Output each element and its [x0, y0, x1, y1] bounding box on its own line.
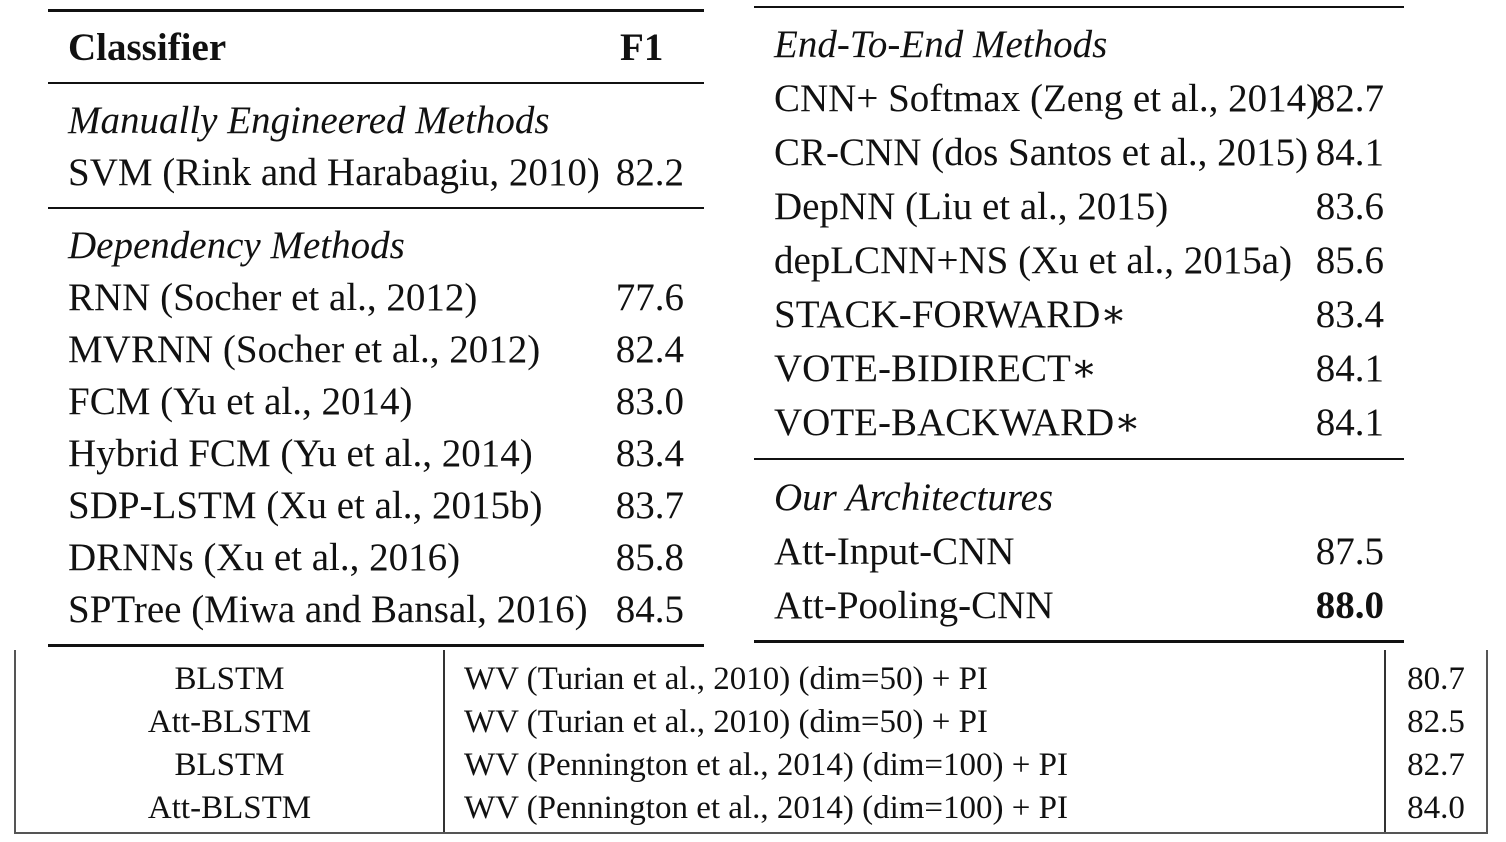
- table-row-features: WV (Pennington et al., 2014) (dim=100) +…: [464, 790, 1068, 826]
- table-row-features: WV (Turian et al., 2010) (dim=50) + PI: [464, 704, 988, 740]
- table-row-f1: 84.5: [615, 588, 684, 631]
- table-row-model: Att-BLSTM: [147, 790, 312, 826]
- table-row-f1: 83.6: [1315, 185, 1384, 228]
- section-title: Our Architectures: [774, 476, 1054, 519]
- classifier-header: Classifier: [68, 26, 227, 69]
- table-row-f1: 84.1: [1315, 401, 1384, 444]
- section-rule: [48, 207, 704, 209]
- table-row-f1: 80.7: [1407, 661, 1465, 697]
- table-row-features: WV (Pennington et al., 2014) (dim=100) +…: [464, 747, 1068, 783]
- section-title: Dependency Methods: [68, 224, 405, 267]
- table-row-name: depLCNN+NS (Xu et al., 2015a): [774, 239, 1293, 282]
- bottom-rule: [754, 640, 1404, 643]
- table-row-name: SDP-LSTM (Xu et al., 2015b): [68, 484, 543, 527]
- section-rule: [754, 458, 1404, 460]
- table-row-model: Att-BLSTM: [147, 704, 312, 740]
- table-row-name: DepNN (Liu et al., 2015): [774, 185, 1169, 228]
- table-row-f1: 82.7: [1315, 77, 1384, 120]
- table-row-name: VOTE-BIDIRECT∗: [774, 347, 1098, 390]
- column-divider: [443, 650, 445, 832]
- table-row-f1: 87.5: [1315, 530, 1384, 573]
- table-row-name: RNN (Socher et al., 2012): [68, 276, 478, 319]
- top-rule: [48, 9, 704, 12]
- table-row-name: VOTE-BACKWARD∗: [774, 401, 1141, 444]
- bottom-rule: [48, 644, 704, 647]
- table-row-name: SPTree (Miwa and Bansal, 2016): [68, 588, 588, 631]
- table-row-f1: 84.0: [1407, 790, 1465, 826]
- best-f1-value: 88.0: [1315, 584, 1384, 627]
- table-row-f1: 83.4: [615, 432, 684, 475]
- table-row-f1: 82.7: [1407, 747, 1465, 783]
- table-row-name: CR-CNN (dos Santos et al., 2015): [774, 131, 1309, 174]
- section-title: Manually Engineered Methods: [68, 99, 550, 142]
- table-row-f1: 83.0: [615, 380, 684, 423]
- table-row-name: CNN+ Softmax (Zeng et al., 2014): [774, 77, 1320, 120]
- table-row-name: STACK-FORWARD∗: [774, 293, 1127, 336]
- top-rule: [754, 6, 1404, 8]
- table-row-name: Att-Pooling-CNN: [774, 584, 1054, 627]
- column-divider: [1384, 650, 1386, 832]
- table-row-name: FCM (Yu et al., 2014): [68, 380, 413, 423]
- table-row-name: Hybrid FCM (Yu et al., 2014): [68, 432, 533, 475]
- table-row-f1: 84.1: [1315, 347, 1384, 390]
- header-rule: [48, 82, 704, 84]
- table-row-f1: 85.8: [615, 536, 684, 579]
- bottom-results-table: BLSTM WV (Turian et al., 2010) (dim=50) …: [14, 650, 1488, 834]
- table-row-model: BLSTM: [174, 747, 285, 783]
- table-row-model: BLSTM: [174, 661, 285, 697]
- table-row-f1: 83.4: [1315, 293, 1384, 336]
- table-row-f1: 82.4: [615, 328, 684, 371]
- table-row-f1: 82.2: [615, 151, 684, 194]
- table-row-f1: 84.1: [1315, 131, 1384, 174]
- table-row-f1: 83.7: [615, 484, 684, 527]
- f1-header: F1: [620, 26, 664, 69]
- table-row-features: WV (Turian et al., 2010) (dim=50) + PI: [464, 661, 988, 697]
- table-row-name: Att-Input-CNN: [774, 530, 1015, 573]
- table-row-f1: 77.6: [615, 276, 684, 319]
- table-row-name: SVM (Rink and Harabagiu, 2010): [68, 151, 600, 194]
- table-row-f1: 85.6: [1315, 239, 1384, 282]
- table-row-name: DRNNs (Xu et al., 2016): [68, 536, 461, 579]
- table-row-f1: 82.5: [1407, 704, 1465, 740]
- table-row-name: MVRNN (Socher et al., 2012): [68, 328, 541, 371]
- section-title: End-To-End Methods: [774, 23, 1108, 66]
